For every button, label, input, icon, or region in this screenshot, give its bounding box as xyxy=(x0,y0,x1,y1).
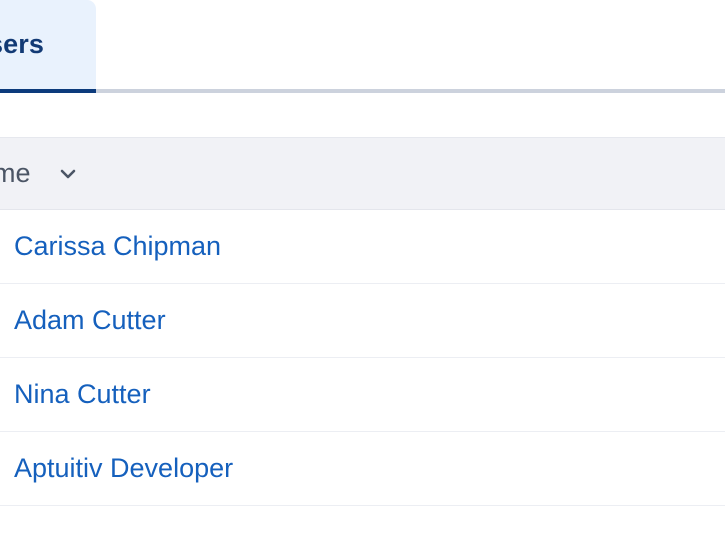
tab-users-label: sers xyxy=(0,29,44,59)
chevron-down-icon[interactable] xyxy=(55,161,81,187)
user-name-link[interactable]: Carissa Chipman xyxy=(14,231,222,261)
user-name-link[interactable]: Nina Cutter xyxy=(14,379,151,409)
table-row[interactable]: Aptuitiv Developer xyxy=(0,432,725,506)
table-row[interactable]: Adam Cutter xyxy=(0,284,725,358)
column-header-name-label: ame xyxy=(0,158,31,188)
user-name-link[interactable]: Adam Cutter xyxy=(14,305,166,335)
table-row[interactable]: Carissa Chipman xyxy=(0,210,725,284)
tab-strip: sers xyxy=(0,0,725,93)
column-header-name[interactable]: ame xyxy=(0,160,81,187)
table-row[interactable]: Nina Cutter xyxy=(0,358,725,432)
tab-strip-divider xyxy=(0,89,725,93)
users-table: ame Carissa Chipman Adam Cutter Nina Cut… xyxy=(0,137,725,544)
user-name-link[interactable]: Aptuitiv Developer xyxy=(14,453,234,483)
tab-users-active-indicator xyxy=(0,89,96,93)
tab-users[interactable]: sers xyxy=(0,0,96,93)
table-body: Carissa Chipman Adam Cutter Nina Cutter … xyxy=(0,210,725,544)
table-header-row: ame xyxy=(0,137,725,210)
table-row[interactable] xyxy=(0,506,725,544)
